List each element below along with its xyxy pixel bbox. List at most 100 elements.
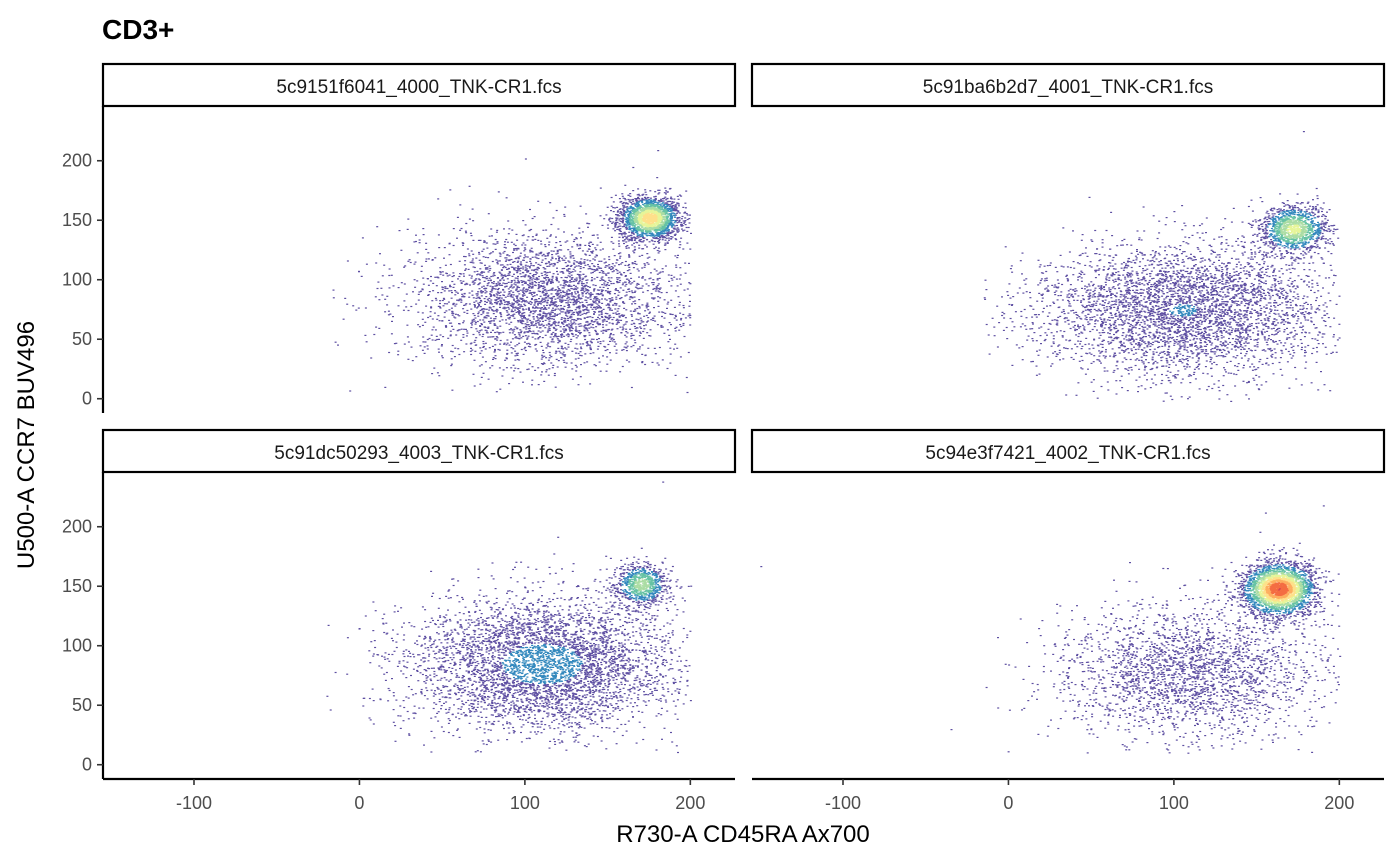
data-point <box>448 322 451 324</box>
data-point <box>463 275 465 277</box>
data-point <box>664 222 667 224</box>
data-point <box>636 215 639 217</box>
data-point <box>604 315 607 317</box>
data-point <box>608 304 611 306</box>
data-point <box>580 364 582 366</box>
data-point <box>454 294 457 296</box>
data-point <box>468 274 471 276</box>
data-point <box>445 326 448 328</box>
data-point <box>608 256 611 258</box>
data-point <box>652 234 655 237</box>
data-point <box>616 259 619 261</box>
data-point <box>638 276 640 278</box>
data-point <box>591 303 594 305</box>
data-point <box>656 177 659 179</box>
data-point <box>570 314 573 316</box>
data-point <box>624 334 627 336</box>
data-point <box>660 200 663 202</box>
data-point <box>482 343 485 345</box>
data-point <box>479 347 482 349</box>
data-point <box>572 311 575 313</box>
data-point <box>651 232 653 234</box>
data-point <box>520 267 523 269</box>
data-point <box>648 208 651 211</box>
data-point <box>615 298 618 300</box>
data-point <box>589 294 592 296</box>
data-point <box>657 225 659 227</box>
data-point <box>605 214 608 216</box>
data-point <box>590 303 593 305</box>
data-point <box>513 317 516 319</box>
data-point <box>526 368 529 371</box>
data-point <box>664 239 667 241</box>
data-point <box>655 212 657 214</box>
data-point <box>462 334 465 336</box>
data-point <box>530 298 533 300</box>
data-point <box>537 254 540 256</box>
data-point <box>448 309 451 311</box>
data-point <box>569 281 572 283</box>
data-point <box>621 314 624 316</box>
data-point <box>427 316 430 319</box>
data-point <box>510 328 513 330</box>
data-point <box>557 289 560 291</box>
data-point <box>521 244 524 246</box>
data-point <box>608 218 611 220</box>
data-point <box>551 367 554 369</box>
data-point <box>543 289 546 291</box>
data-point <box>588 244 590 246</box>
data-point <box>661 206 664 208</box>
data-point <box>659 231 662 234</box>
data-point <box>674 255 677 257</box>
data-point <box>524 266 527 268</box>
data-point <box>634 205 637 207</box>
data-point <box>673 213 676 215</box>
data-point <box>636 227 639 229</box>
data-point <box>453 283 456 285</box>
data-point <box>542 267 545 269</box>
data-point <box>439 273 442 275</box>
data-point <box>564 354 567 356</box>
data-point <box>504 260 507 262</box>
data-point <box>482 333 485 335</box>
data-point <box>648 241 651 243</box>
data-point <box>584 296 587 298</box>
data-point <box>576 312 579 314</box>
data-point <box>483 241 486 243</box>
data-point <box>480 300 483 302</box>
data-point <box>528 329 531 331</box>
data-point <box>660 221 663 224</box>
data-point <box>463 351 466 353</box>
data-point <box>626 236 629 238</box>
data-point <box>560 307 563 309</box>
data-point <box>585 342 588 344</box>
data-point <box>610 338 613 340</box>
data-point <box>660 232 663 234</box>
data-point <box>628 281 631 283</box>
data-point <box>653 240 656 243</box>
data-point <box>682 324 685 326</box>
data-point <box>534 256 537 258</box>
data-point <box>556 252 559 254</box>
data-point <box>657 203 659 205</box>
data-point <box>495 336 498 338</box>
data-point <box>637 215 640 217</box>
data-point <box>441 344 443 346</box>
data-point <box>579 332 582 334</box>
data-point <box>631 263 634 265</box>
data-point <box>528 314 531 316</box>
data-point <box>520 348 523 351</box>
data-point <box>671 215 674 217</box>
data-point <box>470 342 473 344</box>
data-point <box>551 324 553 326</box>
data-point <box>388 287 391 289</box>
data-point <box>594 256 597 258</box>
data-point <box>498 367 501 369</box>
data-point <box>542 363 544 365</box>
data-point <box>663 299 666 301</box>
data-point <box>538 298 540 300</box>
data-point <box>657 242 660 244</box>
data-point <box>657 234 660 236</box>
data-point <box>497 281 500 283</box>
data-point <box>620 332 623 334</box>
